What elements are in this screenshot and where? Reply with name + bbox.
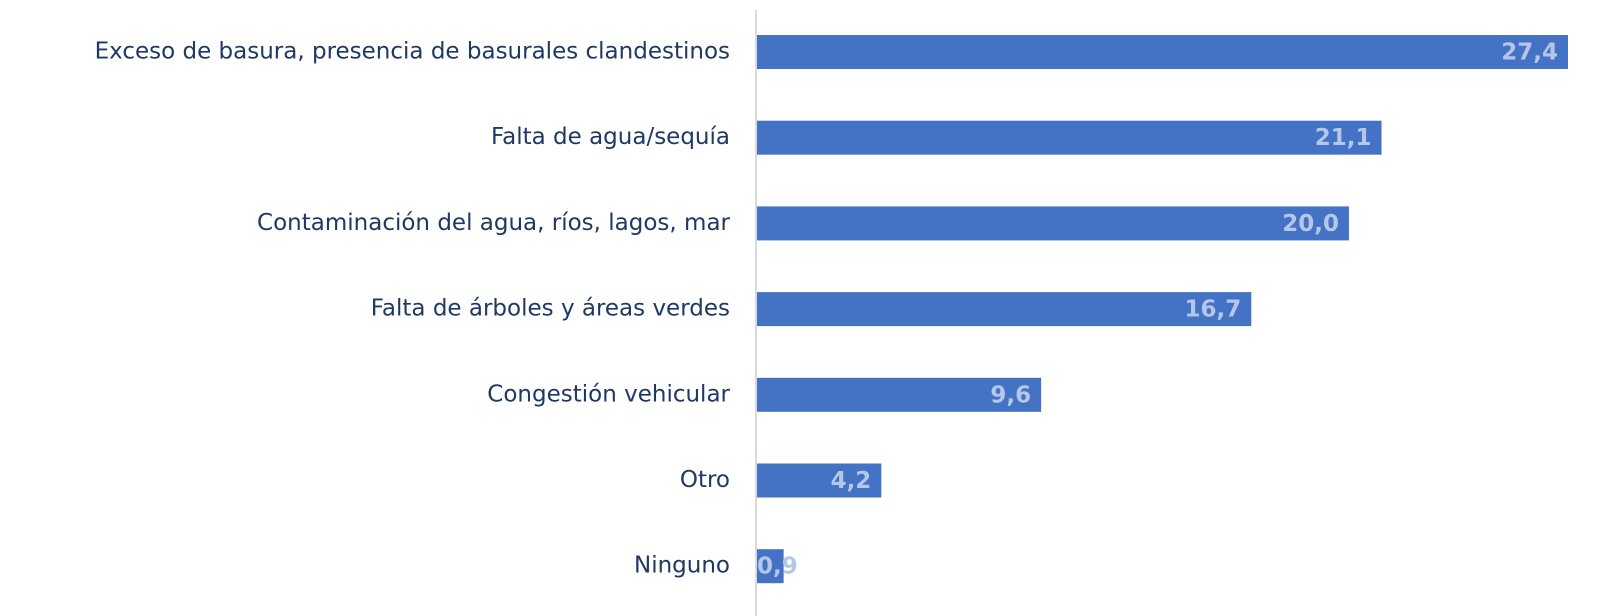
- category-label: Exceso de basura, presencia de basurales…: [95, 39, 730, 65]
- category-label: Falta de agua/sequía: [491, 124, 730, 150]
- category-label: Falta de árboles y áreas verdes: [371, 296, 730, 322]
- category-label: Ninguno: [634, 553, 730, 579]
- value-label: 16,7: [1185, 297, 1242, 323]
- bar: [757, 206, 1349, 241]
- bar: [757, 35, 1568, 69]
- bar: [757, 292, 1252, 327]
- bar: [757, 463, 882, 498]
- value-label: 4,2: [831, 468, 872, 494]
- category-label: Contaminación del agua, ríos, lagos, mar: [257, 210, 731, 236]
- bar: [757, 549, 784, 584]
- bar: [757, 120, 1382, 155]
- value-label: 9,6: [990, 382, 1031, 408]
- value-label: 20,0: [1282, 211, 1339, 237]
- category-label: Otro: [680, 467, 730, 493]
- value-label: 21,1: [1315, 125, 1372, 151]
- category-label: Congestión vehicular: [487, 381, 730, 407]
- value-label: 0,9: [757, 554, 798, 580]
- bar: [757, 377, 1042, 412]
- value-label: 27,4: [1501, 40, 1558, 66]
